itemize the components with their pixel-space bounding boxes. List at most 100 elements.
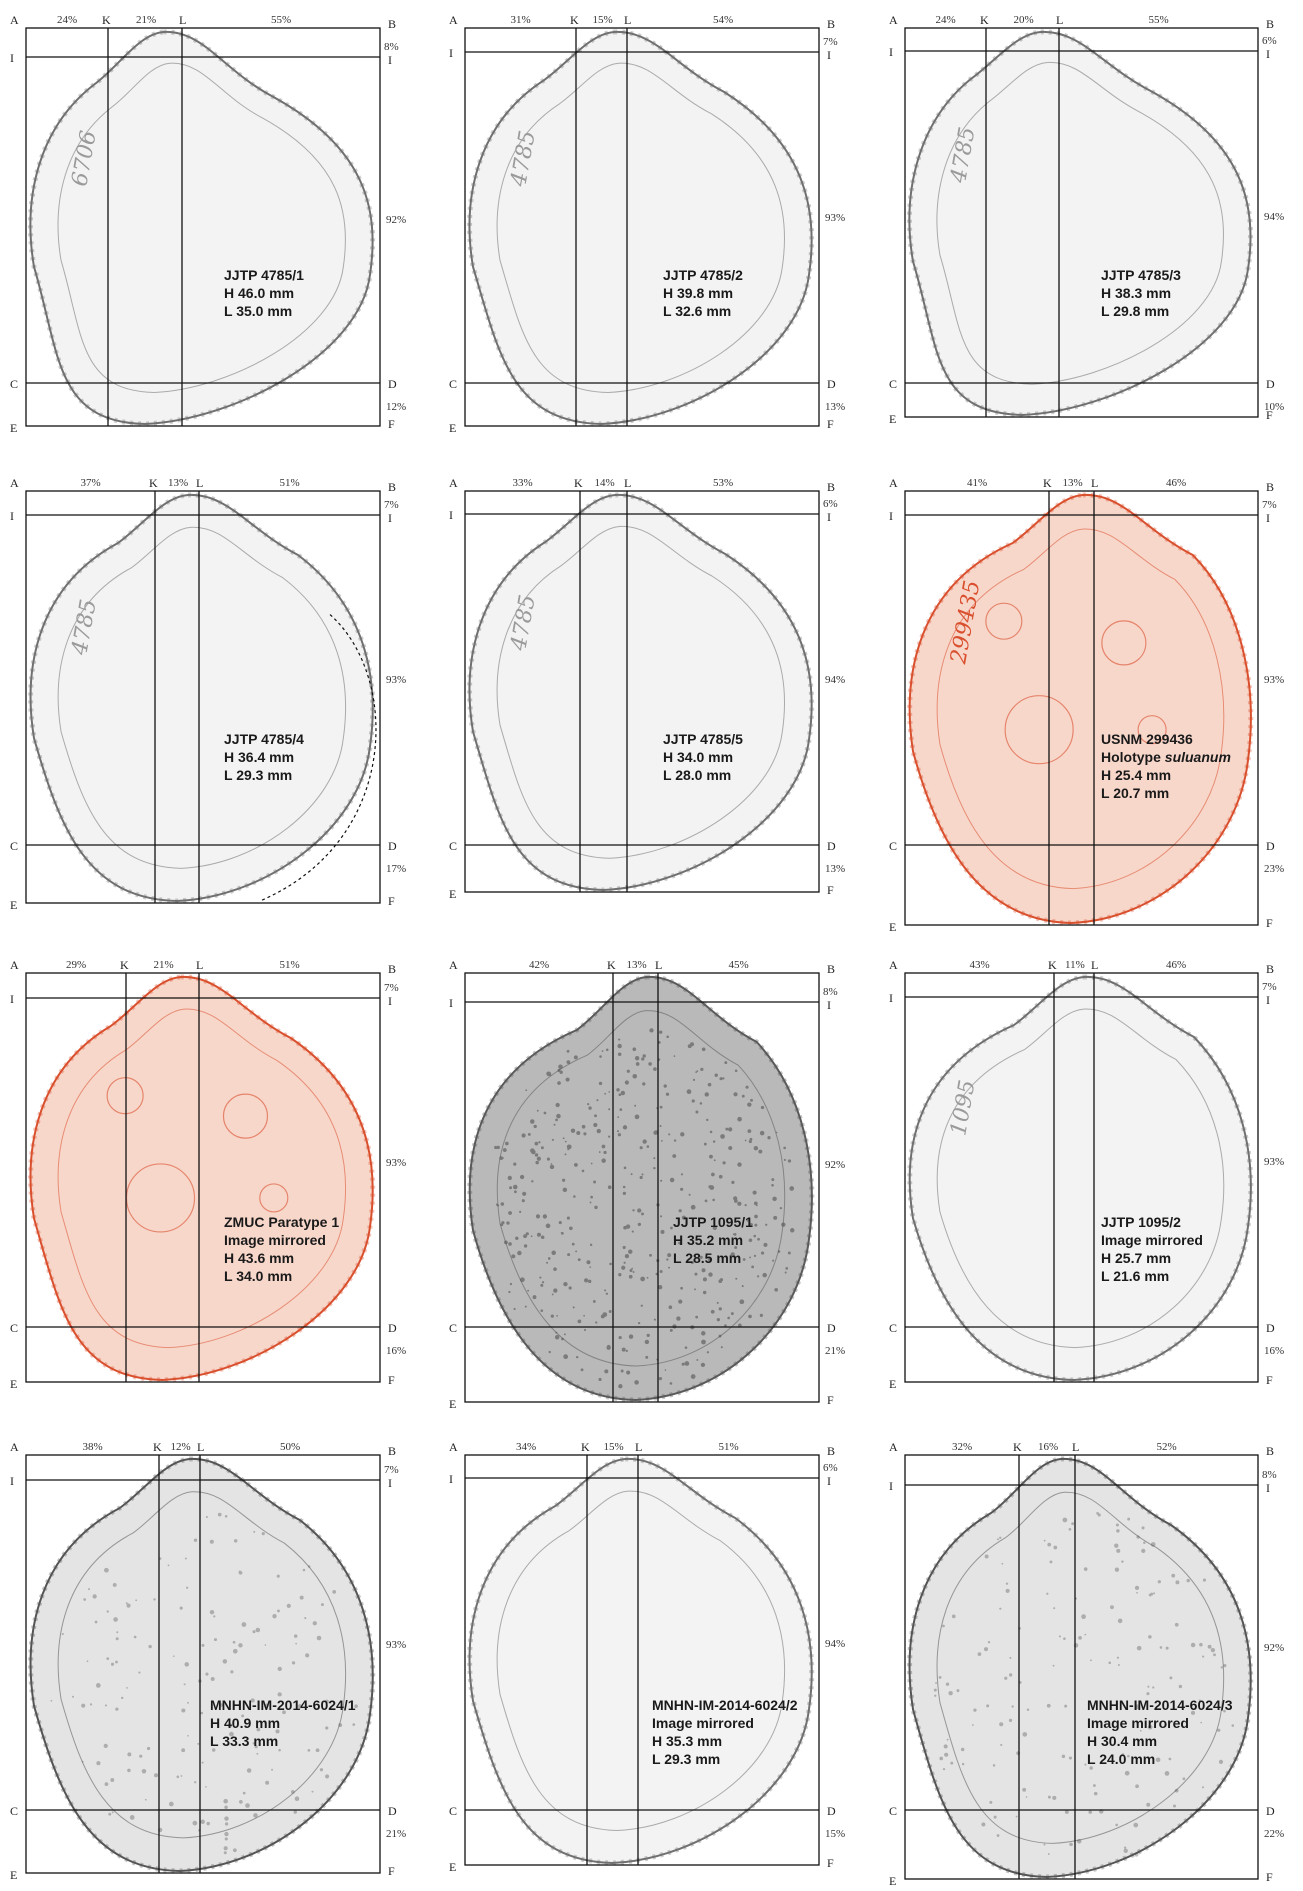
corner-label-e: E (889, 1874, 897, 1888)
specimen-line-2: Image mirrored (1101, 1232, 1203, 1248)
main-height-percent: 92% (386, 214, 407, 226)
main-height-percent: 94% (1264, 211, 1285, 223)
specimen-line-2: Image mirrored (1087, 1715, 1189, 1731)
shell-outline (908, 30, 1252, 417)
middle-width-percent: 16% (1038, 1441, 1059, 1453)
corner-label-c: C (10, 1804, 19, 1818)
specimen-panel: 1095 A B I I C D E F K L 43% 11% 46% 7% 93% 16% JJTP 1095… (879, 945, 1302, 1394)
specimen-line-2: H 39.8 mm (663, 285, 734, 301)
bottom-height-percent: 17% (386, 863, 407, 875)
specimen-status: Holotype suluanum (1101, 748, 1231, 766)
corner-label-f: F (1266, 916, 1273, 930)
specimen-id: USNM 299436 (1101, 731, 1193, 747)
shell-speckle-texture (933, 1511, 1235, 1857)
left-width-percent: 24% (57, 14, 78, 26)
reconstructed-margin-dashed (259, 614, 377, 902)
shell-rib-texture (467, 974, 815, 1403)
bottom-height-percent: 13% (825, 863, 846, 875)
top-height-percent: 6% (823, 1462, 838, 1474)
specimen-line-3: H 43.6 mm (224, 1250, 295, 1266)
corner-label-i-left: I (889, 991, 893, 1005)
corner-label-i-left: I (10, 1474, 14, 1488)
corner-label-b: B (388, 17, 397, 31)
shell-rib-texture (906, 29, 1254, 418)
specimen-label: MNHN-IM-2014-6024/3 Image mirrored H 30.4 … (1087, 1696, 1233, 1768)
corner-label-d: D (1266, 1804, 1275, 1818)
main-height-percent: 93% (386, 1156, 407, 1169)
specimen-label: JJTP 4785/1 H 46.0 mm L 35.0 mm (224, 266, 304, 320)
specimen-line-4: L 34.0 mm (224, 1268, 293, 1284)
corner-label-c: C (449, 377, 458, 391)
left-width-percent: 32% (952, 1441, 973, 1453)
left-width-percent: 38% (82, 1441, 103, 1453)
line-label-k: K (1048, 958, 1057, 972)
shell-outline (908, 975, 1252, 1382)
shell-outline (29, 975, 374, 1382)
specimen-line-3: H 25.7 mm (1101, 1250, 1172, 1266)
shell-inner-outline (57, 62, 346, 393)
bounding-frame (464, 490, 820, 893)
top-height-percent: 7% (384, 1464, 399, 1476)
bounding-frame (464, 1454, 820, 1866)
left-width-percent: 33% (512, 477, 533, 489)
corner-label-b: B (388, 1444, 397, 1458)
corner-label-b: B (827, 962, 836, 976)
line-label-k: K (607, 958, 616, 972)
bounding-frame (464, 972, 820, 1403)
middle-width-percent: 13% (168, 477, 189, 489)
specimen-id: MNHN-IM-2014-6024/1 (210, 1697, 356, 1713)
specimen-label: USNM 299436 Holotype suluanum H 25.4 mm L 2… (1101, 730, 1231, 802)
right-width-percent: 46% (1166, 959, 1187, 971)
corner-label-e: E (449, 421, 457, 435)
shell-inner-outline (936, 1008, 1225, 1349)
bottom-height-percent: 23% (1264, 863, 1285, 875)
shell-outline (468, 1457, 813, 1865)
corner-label-f: F (827, 417, 834, 431)
corner-label-i-right: I (1266, 1481, 1270, 1495)
bounding-frame (904, 27, 1259, 418)
middle-width-percent: 21% (153, 959, 174, 971)
corner-label-f: F (827, 1393, 834, 1407)
corner-label-i-left: I (889, 45, 893, 59)
corner-label-i-right: I (1266, 511, 1270, 525)
corner-label-b: B (1266, 962, 1275, 976)
corner-label-e: E (449, 1397, 457, 1411)
specimen-line-2: H 35.2 mm (673, 1232, 744, 1248)
specimen-id: ZMUC Paratype 1 (224, 1214, 340, 1230)
right-width-percent: 51% (279, 959, 300, 971)
shell-rib-texture (28, 1456, 376, 1874)
specimen-line-2: H 34.0 mm (663, 749, 734, 765)
shell-inner-outline (936, 528, 1225, 890)
specimen-panel: A B I I C D E F K L 32% 16% 52% 8% 92% 22% MNHN-IM-2014-… (879, 1427, 1302, 1891)
bottom-height-percent: 12% (386, 401, 407, 413)
main-height-percent: 93% (825, 211, 846, 224)
corner-label-c: C (449, 1804, 458, 1818)
corner-label-a: A (449, 13, 458, 27)
shell-inner-outline (496, 1490, 785, 1832)
shell-image (464, 972, 820, 1403)
corner-label-e: E (10, 898, 18, 912)
main-height-percent: 92% (1264, 1641, 1285, 1654)
top-height-percent: 7% (1262, 981, 1277, 993)
bottom-height-percent: 13% (825, 401, 846, 413)
corner-label-b: B (827, 480, 836, 494)
corner-label-d: D (388, 1321, 397, 1335)
right-width-percent: 55% (1148, 14, 1169, 26)
line-label-k: K (102, 13, 111, 27)
main-height-percent: 93% (386, 1639, 407, 1651)
specimen-id: JJTP 4785/5 (663, 731, 743, 747)
corner-label-c: C (449, 839, 458, 853)
shell-image: 4785 (464, 27, 820, 427)
corner-label-i-left: I (10, 509, 14, 523)
corner-label-i-right: I (827, 998, 831, 1012)
bottom-height-percent: 21% (386, 1828, 407, 1840)
corner-label-c: C (10, 839, 19, 853)
specimen-panel: 299435 A B I I C D E F K L 41% 13% 46% 7% 93% 23% USNM 29… (879, 463, 1302, 937)
left-width-percent: 34% (516, 1441, 537, 1453)
shell-inner-outline (57, 526, 346, 869)
shell-inner-outline (936, 61, 1224, 385)
corner-label-f: F (388, 894, 395, 908)
shell-image (904, 1454, 1259, 1880)
corner-label-i-right: I (827, 48, 831, 62)
left-width-percent: 37% (80, 477, 101, 489)
